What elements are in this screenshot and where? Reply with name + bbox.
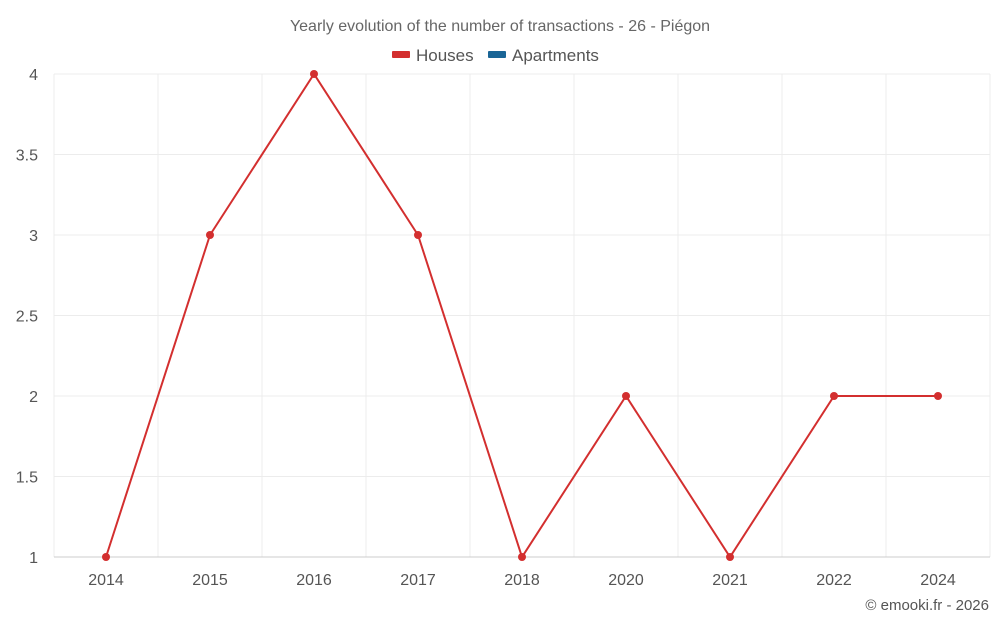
- data-point[interactable]: [934, 392, 942, 400]
- data-point[interactable]: [518, 553, 526, 561]
- data-point[interactable]: [726, 553, 734, 561]
- data-point[interactable]: [310, 70, 318, 78]
- x-tick-label: 2016: [296, 572, 332, 589]
- x-tick-label: 2020: [608, 572, 644, 589]
- x-axis-ticks: 2014 2015 2016 2017 2018 2020 2021 2022 2024: [88, 572, 956, 589]
- y-tick-label: 1.5: [16, 470, 38, 487]
- y-tick-label: 2.5: [16, 309, 38, 326]
- legend-item-houses[interactable]: Houses: [392, 46, 474, 65]
- legend: Houses Apartments: [392, 46, 599, 65]
- y-tick-label: 3: [29, 228, 38, 245]
- series-houses: [102, 70, 942, 561]
- data-point[interactable]: [102, 553, 110, 561]
- y-tick-label: 4: [29, 67, 38, 84]
- y-tick-label: 2: [29, 389, 38, 406]
- y-tick-label: 3.5: [16, 148, 38, 165]
- x-tick-label: 2022: [816, 572, 852, 589]
- gridlines: [53, 73, 991, 557]
- legend-label-houses: Houses: [416, 46, 474, 65]
- data-point[interactable]: [206, 231, 214, 239]
- legend-swatch-apartments: [488, 51, 506, 58]
- x-tick-label: 2021: [712, 572, 748, 589]
- y-tick-label: 1: [29, 550, 38, 567]
- x-tick-label: 2014: [88, 572, 124, 589]
- data-point[interactable]: [830, 392, 838, 400]
- data-point[interactable]: [622, 392, 630, 400]
- chart-title: Yearly evolution of the number of transa…: [290, 18, 710, 35]
- data-point[interactable]: [414, 231, 422, 239]
- x-tick-label: 2018: [504, 572, 540, 589]
- x-tick-label: 2024: [920, 572, 956, 589]
- x-tick-label: 2017: [400, 572, 436, 589]
- legend-label-apartments: Apartments: [512, 46, 599, 65]
- legend-item-apartments[interactable]: Apartments: [488, 46, 599, 65]
- legend-swatch-houses: [392, 51, 410, 58]
- y-axis-ticks: 1 1.5 2 2.5 3 3.5 4: [16, 67, 38, 567]
- credit-text: © emooki.fr - 2026: [865, 597, 989, 614]
- x-tick-label: 2015: [192, 572, 228, 589]
